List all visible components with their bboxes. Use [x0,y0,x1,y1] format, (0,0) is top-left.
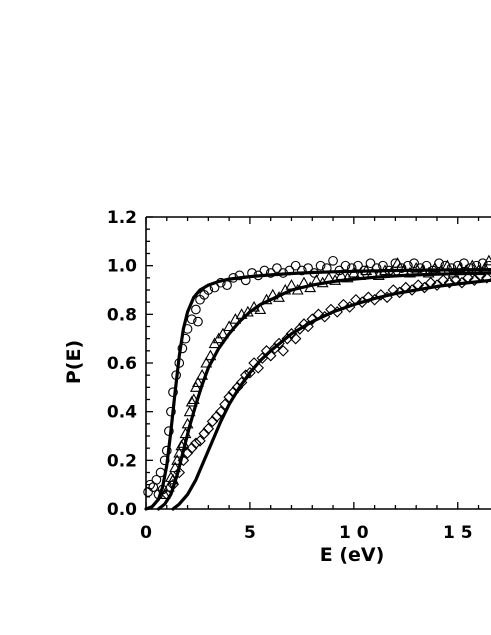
circle-point [290,260,301,271]
diamond-point [194,435,206,447]
diamond-point [202,422,215,435]
circle-point [168,387,178,398]
triangle-point [204,349,217,361]
circle-point [315,260,326,271]
triangle-point [223,320,236,332]
diamond-point [289,332,302,345]
diamond-point [418,281,431,294]
data-points [143,254,491,501]
circle-point [193,316,203,327]
circle-point [365,258,376,269]
y-tick-label: 0.6 [107,354,137,374]
diamond-point [362,291,375,304]
circle-point [328,255,338,266]
triangle-point [185,395,198,407]
fit-curves [144,268,491,511]
circle-point [234,270,245,281]
triangle-point [410,261,423,273]
diamond-point [206,415,219,428]
x-tick-label: 5 [244,523,256,543]
diamond-point [431,279,443,291]
diamond-point [443,276,456,289]
circle-point [265,268,276,278]
triangle-point [391,257,404,268]
triangle-point [216,327,229,339]
triangle-point [200,356,213,368]
circle-point [143,487,153,497]
circle-point [159,455,170,466]
diamond-point [375,289,387,301]
x-tick-label: 1 0 [339,523,369,543]
y-tick-label: 1.0 [107,257,137,277]
y-tick-label: 0.2 [107,451,137,471]
circle-point [297,265,307,276]
x-tick-label: 1 5 [443,523,473,543]
diamond-point [185,442,198,454]
triangle-point [183,405,196,417]
circle-point [145,479,156,490]
diamond-point [190,437,202,450]
triangle-point [428,261,441,273]
diamond-point [198,427,210,440]
y-tick-label: 1.2 [107,208,137,228]
diamond-point [277,345,289,357]
diamond-point [481,272,491,284]
diamond-point [456,276,468,289]
y-tick-label: 0.4 [107,403,137,423]
x-axis-title: E (eV) [320,544,385,566]
tick-labels: 0 5 1 0 1 5 0.0 0.2 0.4 0.6 0.8 1.0 1.2 [107,208,473,543]
diamond-point [210,410,223,423]
circle-point [396,263,407,273]
fit-curve-2 [156,271,491,511]
fit-curve-3 [171,278,491,511]
circle-point [151,474,162,485]
axes [145,216,491,510]
triangle-point [192,376,204,388]
diamond-point [468,274,481,287]
diamond-point [281,332,294,345]
y-tick-label: 0.0 [107,500,137,520]
diamond-point [406,284,418,296]
diamond-point [173,466,186,479]
triangle-point [482,254,491,266]
triangle-point [254,303,267,315]
diamond-point [215,405,227,418]
x-tick-label: 0 [140,523,152,543]
fit-curve-1 [144,268,491,511]
y-tick-label: 0.8 [107,305,137,325]
diamond-point [306,313,319,325]
circle-point [191,304,201,315]
y-axis-title: P(E) [63,340,85,384]
ticks [145,216,480,510]
circle-point [272,263,282,273]
